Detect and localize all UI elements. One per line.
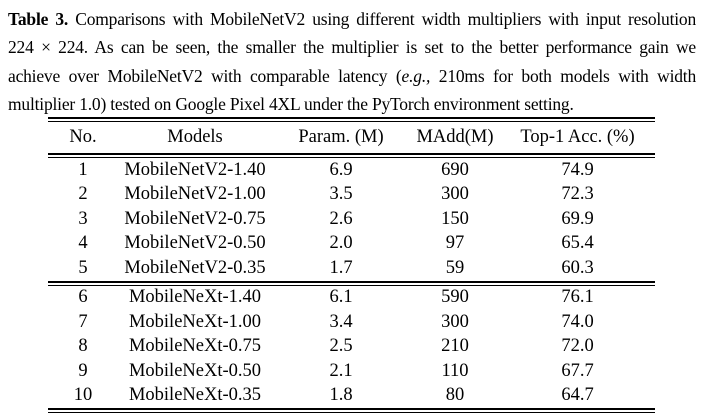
cell-madd: 59 xyxy=(445,257,465,278)
caption-line-4: multiplier 1.0) tested on Google Pixel 4… xyxy=(8,90,696,118)
table-header-rule xyxy=(48,153,655,158)
cell-top1: 64.7 xyxy=(561,385,594,406)
table-row: 10 MobileNeXt-0.35 1.8 80 64.7 xyxy=(48,384,655,409)
column-header-params: Param. (M) xyxy=(298,127,384,147)
cell-params: 2.6 xyxy=(329,208,353,229)
cell-madd: 110 xyxy=(441,360,469,381)
table-header-row: No. Models Param. (M) MAdd(M) Top-1 Acc.… xyxy=(48,122,655,153)
cell-no: 4 xyxy=(78,233,88,254)
table-section-mobilenetv2: 1 MobileNetV2-1.40 6.9 690 74.9 2 Mobile… xyxy=(48,158,655,281)
table-row: 3 MobileNetV2-0.75 2.6 150 69.9 xyxy=(48,207,655,232)
cell-no: 9 xyxy=(78,360,88,381)
cell-madd: 690 xyxy=(441,159,469,180)
table-row: 4 MobileNetV2-0.50 2.0 97 65.4 xyxy=(48,232,655,257)
column-header-top1: Top-1 Acc. (%) xyxy=(520,127,635,147)
results-table: No. Models Param. (M) MAdd(M) Top-1 Acc.… xyxy=(48,117,655,413)
caption-eg-abbrev: e.g., xyxy=(401,65,431,86)
cell-params: 1.7 xyxy=(329,257,353,278)
table-row: 5 MobileNetV2-0.35 1.7 59 60.3 xyxy=(48,256,655,281)
table-caption: Table 3. Comparisons with MobileNetV2 us… xyxy=(8,5,696,119)
cell-top1: 76.1 xyxy=(561,287,594,308)
cell-no: 5 xyxy=(78,257,88,278)
column-header-no: No. xyxy=(69,127,97,147)
column-header-madd: MAdd(M) xyxy=(416,127,494,147)
table-mid-rule xyxy=(48,280,655,286)
cell-model: MobileNetV2-0.35 xyxy=(124,257,266,278)
cell-params: 2.0 xyxy=(329,233,353,254)
cell-model: MobileNetV2-0.50 xyxy=(124,233,266,254)
caption-line-2: 224 × 224. As can be seen, the smaller t… xyxy=(8,33,696,61)
cell-top1: 67.7 xyxy=(561,360,594,381)
cell-model: MobileNetV2-1.40 xyxy=(124,159,266,180)
cell-no: 7 xyxy=(78,311,88,332)
caption-line-3-pre: achieve over MobileNetV2 with comparable… xyxy=(8,65,402,86)
cell-params: 6.9 xyxy=(329,159,353,180)
cell-top1: 72.3 xyxy=(561,184,594,205)
cell-madd: 80 xyxy=(445,385,465,406)
cell-no: 10 xyxy=(73,385,93,406)
cell-model: MobileNeXt-1.00 xyxy=(128,311,262,332)
cell-top1: 65.4 xyxy=(561,233,594,254)
cell-model: MobileNeXt-0.35 xyxy=(128,385,262,406)
cell-madd: 590 xyxy=(441,287,469,308)
table-row: 7 MobileNeXt-1.00 3.4 300 74.0 xyxy=(48,310,655,335)
cell-params: 3.5 xyxy=(329,184,353,205)
cell-madd: 300 xyxy=(441,184,469,205)
table-top-rule xyxy=(48,117,655,122)
cell-madd: 210 xyxy=(441,336,469,357)
caption-line-3-post: 210ms for both models with width xyxy=(430,65,696,86)
table-row: 9 MobileNeXt-0.50 2.1 110 67.7 xyxy=(48,359,655,384)
cell-no: 1 xyxy=(78,159,88,180)
caption-line-1: Table 3. Comparisons with MobileNetV2 us… xyxy=(8,5,696,33)
cell-top1: 60.3 xyxy=(561,257,594,278)
cell-top1: 74.0 xyxy=(561,311,594,332)
table-row: 2 MobileNetV2-1.00 3.5 300 72.3 xyxy=(48,183,655,208)
cell-no: 6 xyxy=(78,287,88,308)
cell-params: 3.4 xyxy=(329,311,353,332)
cell-no: 8 xyxy=(78,336,88,357)
cell-model: MobileNeXt-0.50 xyxy=(128,360,262,381)
cell-params: 6.1 xyxy=(329,287,353,308)
cell-no: 3 xyxy=(78,208,88,229)
caption-table-label: Table 3. xyxy=(8,9,69,29)
caption-line-4-text: multiplier 1.0) tested on Google Pixel 4… xyxy=(8,94,574,115)
cell-model: MobileNetV2-1.00 xyxy=(124,184,266,205)
cell-model: MobileNeXt-0.75 xyxy=(128,336,262,357)
cell-params: 2.1 xyxy=(329,360,353,381)
caption-line-2-text: 224 × 224. As can be seen, the smaller t… xyxy=(8,37,696,58)
cell-top1: 69.9 xyxy=(561,208,594,229)
cell-madd: 97 xyxy=(445,233,465,254)
cell-model: MobileNetV2-0.75 xyxy=(124,208,266,229)
caption-line-1-text: Comparisons with MobileNetV2 using diffe… xyxy=(68,9,697,29)
table-bottom-rule xyxy=(48,408,655,413)
table-section-mobilenext: 6 MobileNeXt-1.40 6.1 590 76.1 7 MobileN… xyxy=(48,286,655,409)
column-header-models: Models xyxy=(167,127,223,147)
cell-madd: 150 xyxy=(441,208,469,229)
cell-top1: 72.0 xyxy=(561,336,594,357)
table-row: 6 MobileNeXt-1.40 6.1 590 76.1 xyxy=(48,286,655,311)
cell-top1: 74.9 xyxy=(561,159,594,180)
cell-madd: 300 xyxy=(441,311,469,332)
table-row: 8 MobileNeXt-0.75 2.5 210 72.0 xyxy=(48,335,655,360)
cell-no: 2 xyxy=(78,184,88,205)
table-row: 1 MobileNetV2-1.40 6.9 690 74.9 xyxy=(48,158,655,183)
cell-params: 2.5 xyxy=(329,336,353,357)
cell-params: 1.8 xyxy=(329,385,353,406)
caption-line-3: achieve over MobileNetV2 with comparable… xyxy=(8,62,696,90)
cell-model: MobileNeXt-1.40 xyxy=(128,287,262,308)
